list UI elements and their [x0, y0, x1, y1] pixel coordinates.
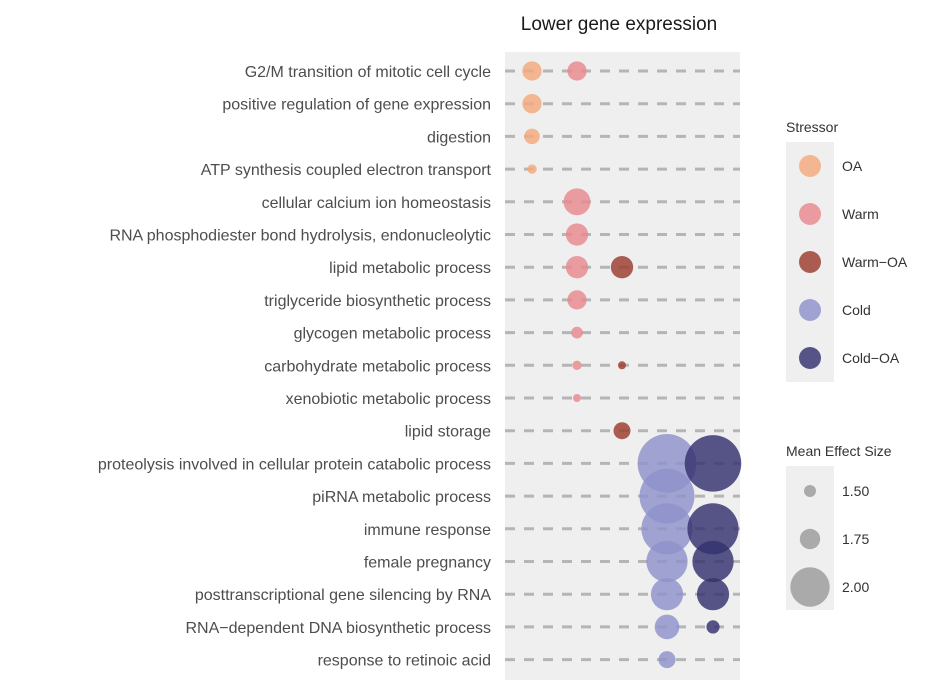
data-point — [687, 503, 739, 555]
term-label: cellular calcium ion homeostasis — [262, 195, 491, 212]
data-point — [524, 128, 540, 145]
term-label: female pregnancy — [364, 555, 491, 572]
term-label: proteolysis involved in cellular protein… — [98, 456, 491, 473]
chart-title: Lower gene expression — [521, 14, 717, 35]
size-legend-key — [790, 567, 830, 607]
stressor-legend-key — [799, 203, 821, 225]
stressor-legend-key — [799, 155, 821, 177]
stressor-legend-title: Stressor — [786, 119, 838, 135]
term-labels: G2/M transition of mitotic cell cycle pos… — [98, 64, 492, 670]
data-point — [618, 361, 626, 370]
data-point — [572, 360, 582, 370]
stressor-legend-label: Cold — [842, 302, 871, 318]
data-points — [522, 61, 742, 669]
term-label: positive regulation of gene expression — [222, 97, 491, 114]
data-point — [563, 188, 591, 216]
data-point — [696, 578, 730, 611]
term-label: triglyceride biosynthetic process — [264, 293, 491, 310]
data-point — [654, 614, 680, 640]
data-point — [565, 256, 589, 279]
data-point — [567, 61, 587, 81]
term-label: immune response — [364, 522, 491, 539]
data-point — [646, 540, 688, 583]
term-label: RNA−dependent DNA biosynthetic process — [185, 620, 491, 637]
stressor-legend-key — [799, 251, 821, 273]
term-label: xenobiotic metabolic process — [286, 391, 491, 408]
data-point — [641, 503, 693, 555]
stressor-legend-label: Cold−OA — [842, 350, 900, 366]
term-label: lipid storage — [405, 424, 491, 441]
stressor-legend-label: OA — [842, 158, 863, 174]
data-point — [565, 223, 589, 246]
size-legend-label: 1.50 — [842, 483, 869, 499]
term-label: ATP synthesis coupled electron transport — [201, 162, 492, 179]
term-label: piRNA metabolic process — [312, 489, 491, 506]
data-point — [613, 422, 631, 440]
data-point — [527, 164, 537, 174]
effect-size-legend-title: Mean Effect Size — [786, 443, 892, 459]
data-point — [522, 61, 542, 81]
effect-size-legend: Mean Effect Size 1.50 1.75 2.00 — [786, 443, 892, 610]
data-point — [692, 540, 734, 583]
term-label: G2/M transition of mitotic cell cycle — [245, 64, 491, 81]
stressor-legend: Stressor OA Warm Warm−OA Cold Cold−OA — [786, 119, 908, 382]
data-point — [567, 290, 587, 310]
stressor-legend-label: Warm−OA — [842, 254, 908, 270]
data-point — [610, 256, 634, 279]
term-label: glycogen metabolic process — [294, 326, 491, 343]
stressor-legend-key — [799, 347, 821, 369]
term-label: response to retinoic acid — [318, 653, 491, 670]
size-legend-key — [804, 485, 816, 497]
data-point — [684, 435, 742, 492]
data-point — [571, 326, 583, 339]
size-legend-label: 1.75 — [842, 531, 869, 547]
data-point — [650, 578, 684, 611]
term-label: digestion — [427, 129, 491, 146]
data-point — [573, 394, 581, 402]
term-label: RNA phosphodiester bond hydrolysis, endo… — [109, 228, 491, 245]
size-legend-label: 2.00 — [842, 579, 869, 595]
stressor-legend-label: Warm — [842, 206, 879, 222]
stressor-legend-key — [799, 299, 821, 321]
data-point — [706, 620, 720, 634]
data-point — [522, 94, 542, 114]
term-label: carbohydrate metabolic process — [264, 358, 491, 375]
term-label: posttranscriptional gene silencing by RN… — [195, 587, 491, 604]
term-label: lipid metabolic process — [329, 260, 491, 277]
data-point — [658, 651, 676, 669]
size-legend-key — [799, 528, 821, 550]
